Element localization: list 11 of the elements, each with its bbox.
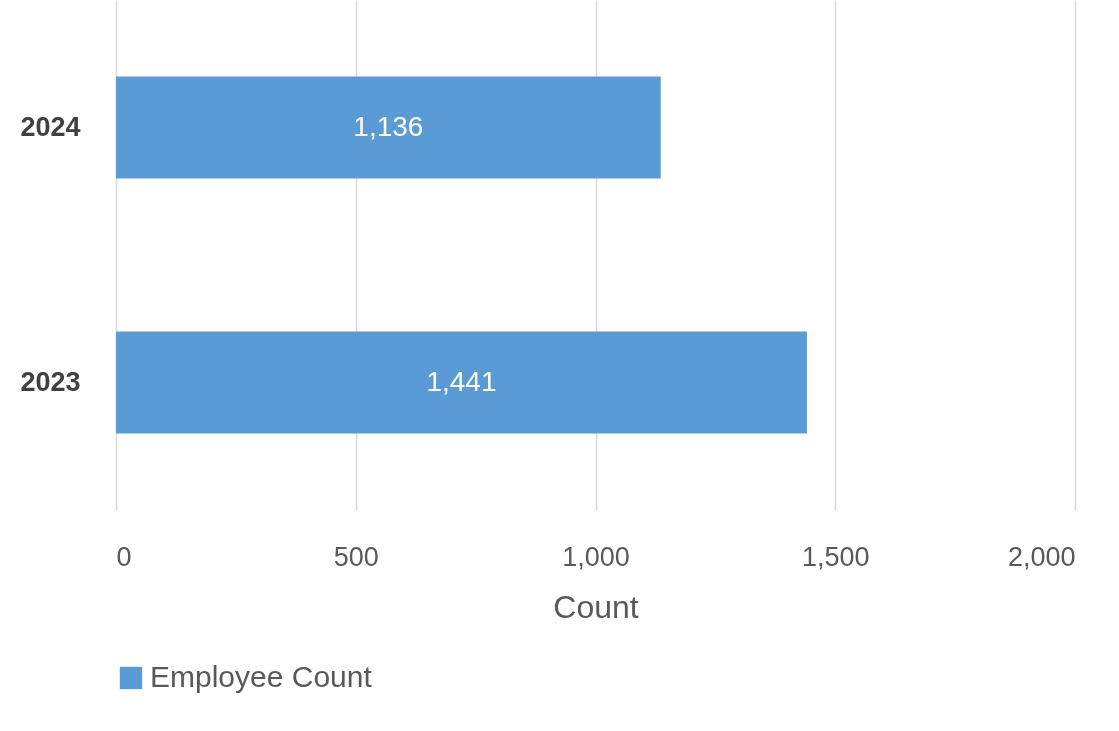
x-tick-label: 0 (116, 541, 132, 572)
text: 1,136 (353, 110, 424, 142)
x-axis-title: Count (553, 588, 639, 625)
legend-label: Employee Count (150, 660, 373, 693)
x-tick-label: 1,000 (562, 541, 630, 572)
y-tick-label: 2023 (20, 366, 81, 397)
x-tick-label: 1,500 (801, 541, 870, 572)
x-tick-label: 500 (333, 541, 379, 572)
x-tick-label: 2,000 (1007, 541, 1076, 572)
text: 1,441 (426, 365, 497, 397)
y-tick-label: 2024 (20, 111, 81, 142)
